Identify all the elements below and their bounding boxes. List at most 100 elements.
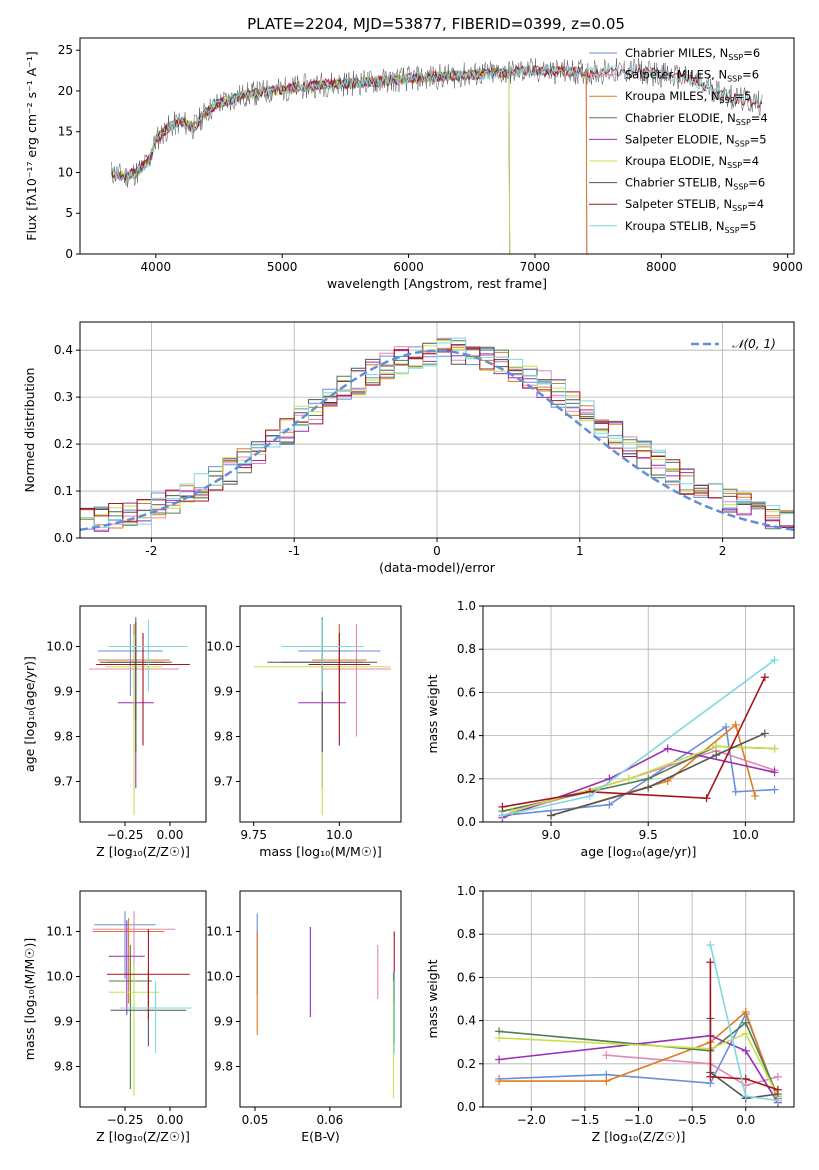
data-marker xyxy=(770,768,779,777)
y-tick-label: 9.8 xyxy=(54,1060,73,1074)
data-marker xyxy=(602,1051,611,1060)
y-tick-label: 1.0 xyxy=(457,884,476,898)
x-tick-label: 5000 xyxy=(267,260,298,274)
plot-area xyxy=(111,58,763,254)
y-axis-label: age [log₁₀(age/yr)] xyxy=(22,656,37,772)
y-tick-label: 10 xyxy=(58,165,73,179)
data-marker xyxy=(773,1072,782,1081)
y-tick-label: 10.0 xyxy=(46,640,73,654)
axes-frame xyxy=(239,605,402,823)
y-tick-label: 15 xyxy=(58,125,73,139)
y-tick-label: 20 xyxy=(58,84,73,98)
x-tick-label: 6000 xyxy=(393,260,424,274)
x-axis-label: mass [log₁₀(M/M☉)] xyxy=(259,844,381,859)
y-tick-label: 0.8 xyxy=(457,927,476,941)
data-point xyxy=(96,633,190,746)
x-axis-label: (data-model)/error xyxy=(379,560,496,575)
y-tick-label: 0.4 xyxy=(457,729,476,743)
x-tick-label: 0.00 xyxy=(157,828,184,842)
x-tick-label: −1.5 xyxy=(570,1113,599,1127)
y-tick-label: 0.2 xyxy=(54,437,73,451)
data-marker xyxy=(751,792,760,801)
data-point xyxy=(108,965,160,1096)
axes-frame xyxy=(79,37,795,255)
axes-frame xyxy=(239,890,402,1108)
legend-entry: Chabrier MILES, NSSP=6 xyxy=(625,46,760,62)
y-tick-label: 25 xyxy=(58,43,73,57)
y-axis-label: Flux [fλ10⁻¹⁷ erg cm⁻² s⁻¹ A⁻¹] xyxy=(24,51,39,240)
x-tick-label: 4000 xyxy=(141,260,172,274)
spectrum-series-salpeter-elodie xyxy=(111,66,511,254)
x-axis-label: wavelength [Angstrom, rest frame] xyxy=(327,276,547,291)
y-tick-label: 9.9 xyxy=(214,1015,233,1029)
y-tick-label: 9.7 xyxy=(54,775,73,789)
data-marker xyxy=(741,1029,750,1038)
x-tick-label: 9.0 xyxy=(541,828,560,842)
data-marker xyxy=(605,800,614,809)
x-axis-label: Z [log₁₀(Z/Z☉)] xyxy=(96,844,190,859)
spectrum-panel: PLATE=2204, MJD=53877, FIBERID=0399, z=0… xyxy=(24,15,803,291)
y-axis-label: mass [log₁₀(M/M☉)] xyxy=(22,938,37,1060)
y-tick-label: 0.4 xyxy=(457,1014,476,1028)
legend-entry: Salpeter MILES, NSSP=6 xyxy=(625,68,759,84)
data-marker xyxy=(702,794,711,803)
data-marker xyxy=(706,958,715,967)
data-marker xyxy=(495,1055,504,1064)
mass-vs-ebv-plot: 0.05 0.06 9.8 9.9 10.0 10.1 E(B-V) xyxy=(206,890,402,1144)
y-tick-label: 10.0 xyxy=(46,970,73,984)
y-axis-label: mass weight xyxy=(425,674,440,753)
legend-entry: Kroupa STELIB, NSSP=5 xyxy=(625,219,756,235)
y-tick-label: 10.1 xyxy=(46,925,73,939)
y-tick-label: 0.8 xyxy=(457,642,476,656)
data-marker xyxy=(712,742,721,751)
y-tick-label: 0.0 xyxy=(54,531,73,545)
data-marker xyxy=(644,783,653,792)
x-tick-label: 10.0 xyxy=(732,828,759,842)
y-axis-label: mass weight xyxy=(425,959,440,1038)
series-line-salpeter-stelib xyxy=(502,676,766,808)
age-vs-z-panel: −0.25 0.00 9.7 9.8 9.9 10.0 Z [log₁₀(Z/Z☉)] age… xyxy=(22,605,207,859)
data-marker xyxy=(624,774,633,783)
data-point xyxy=(99,621,172,753)
data-marker xyxy=(741,1007,750,1016)
data-marker xyxy=(741,1092,750,1101)
x-tick-label: 0 xyxy=(433,544,441,558)
mass-vs-ebv-panel: 0.05 0.06 9.8 9.9 10.0 10.1 E(B-V) xyxy=(206,890,402,1144)
y-tick-label: 0.0 xyxy=(457,815,476,829)
x-tick-label: 9.75 xyxy=(240,828,267,842)
data-marker xyxy=(770,744,779,753)
x-tick-label: 9.5 xyxy=(639,828,658,842)
x-tick-label: −0.25 xyxy=(107,828,144,842)
spectrum-series-kroupa-elodie xyxy=(111,66,511,254)
x-tick-label: 7000 xyxy=(520,260,551,274)
axes-frame xyxy=(79,890,207,1108)
y-tick-label: 9.8 xyxy=(54,730,73,744)
data-point xyxy=(308,633,371,746)
plot-area xyxy=(92,911,192,1096)
y-tick-label: 10.0 xyxy=(206,640,233,654)
series-line-salpeter-elodie xyxy=(499,1034,779,1104)
data-point xyxy=(92,918,165,1004)
age-vs-mass-panel: 9.75 10.0 9.7 9.8 9.9 10.0 mass [log₁₀(M/M☉)] xyxy=(206,605,402,859)
data-marker xyxy=(644,774,653,783)
y-tick-label: 9.8 xyxy=(214,1060,233,1074)
legend-entry: Chabrier ELODIE, NSSP=4 xyxy=(625,111,768,127)
series-line-chabrier-elodie xyxy=(499,1021,779,1097)
data-marker xyxy=(741,1046,750,1055)
data-marker xyxy=(498,802,507,811)
series-line-chabrier-stelib xyxy=(550,732,766,817)
histogram-kroupa-stelib xyxy=(80,337,794,528)
x-tick-label: −1.0 xyxy=(624,1113,653,1127)
legend-entry: Kroupa ELODIE, NSSP=4 xyxy=(625,154,759,170)
series-line-salpeter-miles xyxy=(606,1054,779,1087)
data-marker xyxy=(731,720,740,729)
data-marker xyxy=(731,787,740,796)
spectrum-series-chabrier-miles xyxy=(111,64,588,254)
data-marker xyxy=(498,811,507,820)
y-tick-label: 0.4 xyxy=(54,343,73,357)
data-point xyxy=(281,619,364,692)
data-marker xyxy=(706,941,715,949)
y-tick-label: 0.2 xyxy=(457,1057,476,1071)
x-axis-label: age [log₁₀(age/yr)] xyxy=(581,844,697,859)
